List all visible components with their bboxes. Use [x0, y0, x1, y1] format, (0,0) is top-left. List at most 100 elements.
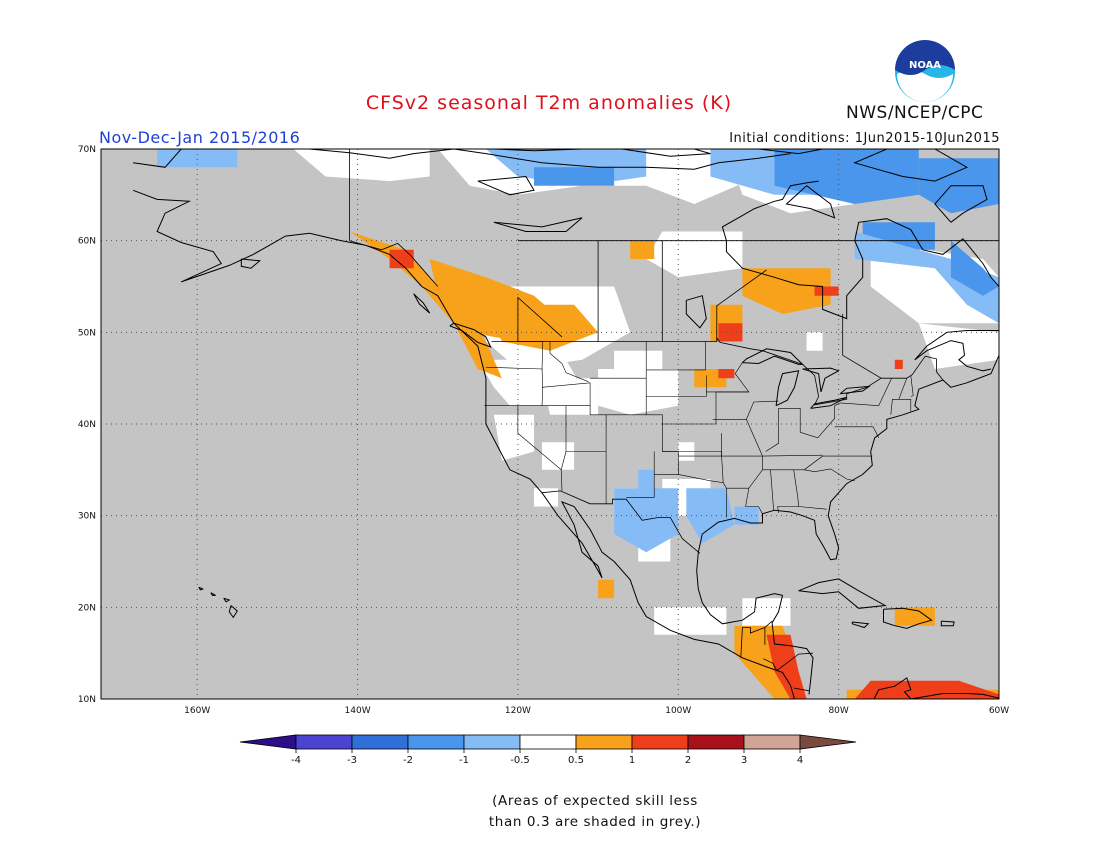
- lake-outline: [685, 295, 707, 329]
- state-line: [834, 426, 879, 438]
- anomaly-region-orange: [694, 369, 727, 388]
- state-line: [517, 405, 563, 491]
- anomaly-region-red: [854, 680, 999, 699]
- colorbar-swatch: [463, 734, 521, 750]
- state-line: [654, 451, 679, 475]
- anomaly-region-white: [598, 369, 679, 415]
- anomaly-region-white: [918, 323, 999, 369]
- anomaly-region-orange: [894, 607, 935, 626]
- state-line: [890, 399, 912, 415]
- state-line: [898, 378, 908, 400]
- colorbar-swatch: [743, 734, 801, 750]
- state-line: [762, 455, 873, 471]
- state-line: [762, 454, 823, 457]
- anomaly-region-white: [534, 488, 558, 507]
- political-borders: [349, 149, 999, 692]
- colorbar-label: -4: [291, 755, 301, 766]
- anomaly-region-white: [542, 378, 599, 415]
- colorbar-swatch: [407, 734, 465, 750]
- coastline: [934, 185, 988, 223]
- coastline: [210, 592, 216, 596]
- anomaly-region-mid-blue: [534, 167, 615, 186]
- coastline: [725, 218, 999, 320]
- lat-tick-label: 40N: [78, 420, 96, 430]
- border-line: [716, 269, 767, 342]
- anomaly-region-orange: [742, 268, 831, 314]
- colorbar-arrow-right: [799, 734, 857, 750]
- border-line: [793, 687, 810, 692]
- lon-tick-label: 100W: [665, 706, 691, 716]
- lake-outline: [810, 396, 847, 409]
- state-line: [834, 378, 892, 407]
- colorbar-swatch: [687, 734, 745, 750]
- anomaly-region-mid-blue: [774, 149, 919, 204]
- state-line: [626, 451, 655, 498]
- skill-note: (Areas of expected skill less than 0.3 a…: [0, 791, 1100, 833]
- colorbar-swatch: [631, 734, 689, 750]
- coastline: [240, 258, 262, 269]
- state-line: [549, 341, 589, 383]
- initial-conditions: Initial conditions: 1Jun2015-10Jun2015: [729, 131, 1000, 146]
- anomaly-region-orange: [630, 240, 655, 259]
- anomaly-region-white: [654, 607, 727, 635]
- colorbar-layer: -4 -3 -2 -1 -0.5 0.5 1 2 3 4: [239, 734, 857, 766]
- anomaly-region-red: [894, 359, 903, 369]
- agency-label: NWS/NCEP/CPC: [846, 103, 984, 123]
- lon-tick-label: 140W: [345, 706, 371, 716]
- coastline: [132, 189, 795, 699]
- anomaly-region-orange: [485, 304, 599, 351]
- coastline: [721, 180, 819, 241]
- skill-note-line-1: (Areas of expected skill less: [492, 793, 698, 809]
- colorbar-label: 4: [797, 755, 803, 766]
- state-line: [721, 433, 763, 457]
- coastline: [449, 322, 492, 348]
- coastline: [493, 149, 583, 152]
- lat-tick-label: 70N: [78, 145, 96, 155]
- noaa-logo: NOAA: [895, 40, 955, 102]
- coastline: [998, 343, 999, 346]
- forecast-period: Nov-Dec-Jan 2015/2016: [99, 128, 301, 147]
- colorbar-swatch: [519, 734, 577, 750]
- anomaly-region-red: [766, 634, 807, 699]
- skill-note-line-2: than 0.3 are shaded in grey.): [488, 814, 702, 830]
- anomaly-region-light-blue: [854, 231, 999, 324]
- coastline: [198, 586, 205, 591]
- coastline: [622, 149, 711, 157]
- coastline: [413, 293, 431, 314]
- lon-tick-label: 160W: [184, 706, 210, 716]
- colorbar-label: -3: [347, 755, 357, 766]
- anomaly-region-white: [806, 332, 823, 351]
- map-content: [101, 149, 999, 699]
- coastline: [785, 185, 836, 219]
- lon-tick-label: 60W: [989, 706, 1009, 716]
- anomaly-region-white: [542, 442, 575, 470]
- state-line: [560, 451, 567, 470]
- anomaly-region-white: [614, 350, 663, 379]
- anomaly-region-orange: [349, 231, 502, 379]
- anomaly-region-white: [742, 598, 791, 626]
- colorbar-label: 0.5: [568, 755, 584, 766]
- state-line: [804, 468, 855, 482]
- lat-tick-label: 30N: [78, 512, 96, 522]
- state-line: [770, 469, 774, 512]
- lat-tick-label: 20N: [78, 603, 96, 613]
- anomaly-map: 70N 60N 50N 40N 30N 20N 10N 160W 140W 120W 100W 80W…: [78, 145, 1009, 716]
- anomaly-region-light-blue: [686, 488, 735, 544]
- coastline: [758, 149, 823, 155]
- anomaly-region-orange: [598, 579, 615, 599]
- lake-outline: [802, 367, 840, 393]
- state-line: [798, 506, 827, 510]
- state-borders: [484, 341, 914, 518]
- lat-tick-label: 60N: [78, 237, 96, 247]
- colorbar-label: 1: [629, 755, 635, 766]
- lat-tick-label: 50N: [78, 328, 96, 338]
- coastline: [223, 597, 231, 603]
- border-line: [517, 296, 563, 342]
- border-line: [740, 620, 773, 658]
- border-line: [776, 652, 814, 671]
- border-line: [763, 658, 778, 671]
- lon-tick-label: 80W: [828, 706, 848, 716]
- coastline: [851, 621, 870, 629]
- anomaly-region-white: [646, 231, 743, 278]
- coastline: [133, 149, 791, 170]
